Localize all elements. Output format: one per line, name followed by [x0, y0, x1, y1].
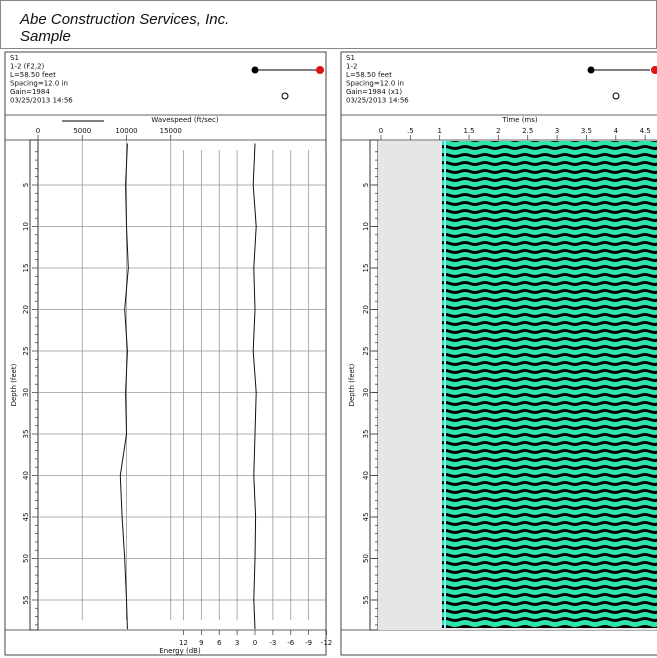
- energy-axis-label: Energy (dB): [159, 647, 201, 655]
- time-tick-label: 1: [437, 127, 441, 135]
- info-line: Spacing=12.0 in: [10, 80, 68, 88]
- time-tick-label: .5: [407, 127, 414, 135]
- report: Abe Construction Services, Inc. Sample S…: [0, 0, 657, 658]
- depth-tick-label: 20: [362, 305, 370, 314]
- info-line: Gain=1984: [10, 88, 50, 96]
- depth-tick-label: 55: [362, 596, 370, 605]
- depth-tick-label: 35: [22, 430, 30, 439]
- waterfall: [442, 141, 657, 628]
- depth-tick-label: 45: [22, 513, 30, 522]
- depth-tick-label: 30: [22, 388, 30, 397]
- time-tick-label: 2.5: [522, 127, 533, 135]
- depth-tick-label: 10: [22, 222, 30, 231]
- pile-center: [282, 93, 288, 99]
- tube-2: [651, 66, 657, 74]
- time-tick-label: 3: [555, 127, 559, 135]
- depth-tick-label: 25: [22, 347, 30, 356]
- depth-tick-label: 50: [22, 554, 30, 563]
- depth-axis-label: Depth (feet): [10, 363, 18, 406]
- energy-tick-label: -12: [321, 639, 332, 647]
- depth-tick-label: 5: [362, 183, 370, 187]
- time-tick-label: 4: [614, 127, 619, 135]
- pile-center: [613, 93, 619, 99]
- info-line: S1: [346, 54, 355, 62]
- wavespeed-axis-label: Wavespeed (ft/sec): [151, 116, 219, 124]
- info-line: S1: [10, 54, 19, 62]
- depth-axis-label: Depth (feet): [348, 363, 356, 406]
- energy-tick-label: 0: [253, 639, 257, 647]
- info-line: 03/25/2013 14:56: [10, 97, 73, 105]
- info-line: L=58.50 feet: [10, 71, 56, 79]
- depth-tick-label: 45: [362, 513, 370, 522]
- depth-tick-label: 30: [362, 388, 370, 397]
- energy-tick-label: -6: [287, 639, 295, 647]
- info-line: 03/25/2013 14:56: [346, 97, 409, 105]
- depth-tick-label: 5: [22, 183, 30, 187]
- depth-ruler: [370, 140, 378, 630]
- depth-ruler: [30, 140, 38, 630]
- wavespeed-tick-label: 0: [36, 127, 40, 135]
- depth-tick-label: 10: [362, 222, 370, 231]
- info-line: L=58.50 feet: [346, 71, 392, 79]
- info-line: Spacing=12.0 in: [346, 80, 404, 88]
- tube-1: [588, 67, 595, 74]
- wavespeed-tick-label: 5000: [73, 127, 91, 135]
- info-line: 1-2 (F2,2): [10, 63, 45, 71]
- energy-tick-label: 3: [235, 639, 239, 647]
- wavespeed-profile: [120, 144, 128, 630]
- energy-profile: [253, 144, 256, 630]
- wavespeed-tick-label: 15000: [160, 127, 182, 135]
- time-tick-label: 0: [379, 127, 383, 135]
- energy-tick-label: -9: [305, 639, 312, 647]
- info-line: Gain=1984 (x1): [346, 88, 402, 96]
- depth-tick-label: 40: [362, 471, 370, 480]
- left-panel: [5, 52, 326, 655]
- depth-tick-label: 50: [362, 554, 370, 563]
- depth-tick-label: 40: [22, 471, 30, 480]
- subtitle: Sample: [20, 28, 71, 45]
- wavespeed-tick-label: 10000: [115, 127, 137, 135]
- time-tick-label: 2: [496, 127, 500, 135]
- time-tick-label: 4.5: [640, 127, 651, 135]
- title: Abe Construction Services, Inc.: [19, 11, 229, 28]
- info-line: 1-2: [346, 63, 357, 71]
- time-axis-label: Time (ms): [501, 116, 538, 124]
- depth-tick-label: 15: [362, 264, 370, 273]
- depth-tick-label: 15: [22, 264, 30, 273]
- energy-tick-label: -3: [269, 639, 276, 647]
- time-tick-label: 3.5: [581, 127, 592, 135]
- energy-tick-label: 9: [199, 639, 203, 647]
- tube-2: [316, 66, 324, 74]
- energy-tick-label: 6: [217, 639, 222, 647]
- depth-tick-label: 35: [362, 430, 370, 439]
- time-tick-label: 1.5: [463, 127, 474, 135]
- depth-tick-label: 20: [22, 305, 30, 314]
- depth-tick-label: 55: [22, 596, 30, 605]
- energy-tick-label: 12: [179, 639, 188, 647]
- tube-1: [252, 67, 259, 74]
- depth-tick-label: 25: [362, 347, 370, 356]
